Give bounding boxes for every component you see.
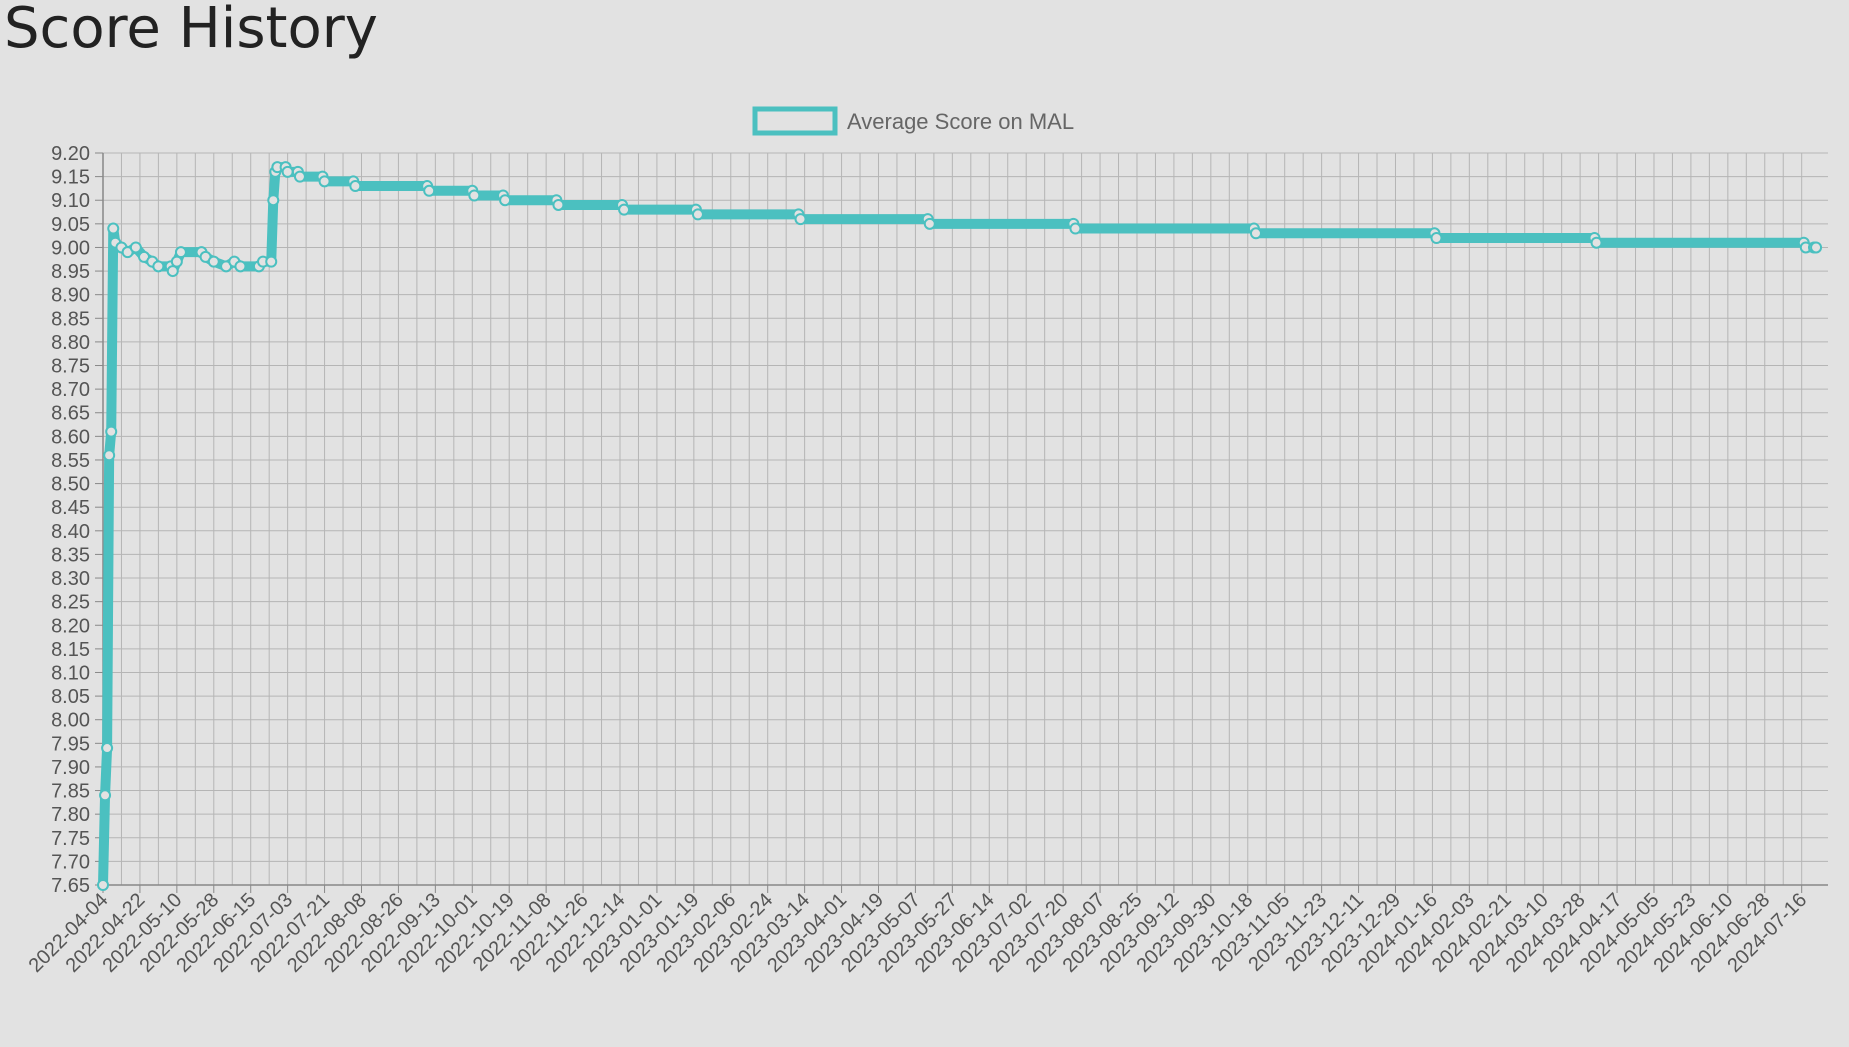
y-tick-label: 8.80 <box>51 332 90 354</box>
data-point[interactable] <box>281 165 294 178</box>
page-title: Score History <box>4 0 378 61</box>
data-point[interactable] <box>1430 232 1443 245</box>
data-point[interactable] <box>618 203 631 216</box>
y-tick-label: 7.70 <box>51 851 90 873</box>
y-tick-label: 9.20 <box>51 143 90 165</box>
y-tick-label: 7.65 <box>51 875 90 897</box>
data-point[interactable] <box>170 255 183 268</box>
y-tick-label: 8.60 <box>51 426 90 448</box>
y-tick-label: 9.10 <box>51 190 90 212</box>
data-point[interactable] <box>468 189 481 202</box>
data-point[interactable] <box>1810 241 1823 254</box>
data-point[interactable] <box>349 180 362 193</box>
y-tick-label: 7.80 <box>51 804 90 826</box>
data-point[interactable] <box>107 222 120 235</box>
y-tick-label: 8.55 <box>51 450 90 472</box>
y-tick-label: 9.00 <box>51 237 90 259</box>
y-tick-label: 8.00 <box>51 710 90 732</box>
legend[interactable]: Average Score on MAL <box>752 106 1074 136</box>
data-point[interactable] <box>691 208 704 221</box>
data-point[interactable] <box>293 170 306 183</box>
data-point[interactable] <box>267 194 280 207</box>
y-tick-label: 8.05 <box>51 686 90 708</box>
y-tick-label: 8.50 <box>51 474 90 496</box>
data-point[interactable] <box>318 175 331 188</box>
y-tick-label: 8.70 <box>51 379 90 401</box>
y-tick-label: 9.15 <box>51 167 90 189</box>
data-point[interactable] <box>552 198 565 211</box>
data-point[interactable] <box>103 449 116 462</box>
x-axis-ticks: 2022-04-042022-04-222022-05-102022-05-28… <box>25 885 1811 977</box>
legend-swatch[interactable] <box>752 106 838 136</box>
y-axis-ticks: 7.657.707.757.807.857.907.958.008.058.10… <box>51 143 103 897</box>
chart-grid <box>102 152 1828 886</box>
y-tick-label: 7.85 <box>51 781 90 803</box>
data-point[interactable] <box>234 260 247 273</box>
data-point[interactable] <box>1069 222 1082 235</box>
y-tick-label: 8.25 <box>51 592 90 614</box>
y-tick-label: 8.20 <box>51 615 90 637</box>
chart-series <box>97 161 1823 891</box>
data-point[interactable] <box>423 184 436 197</box>
y-tick-label: 8.95 <box>51 261 90 283</box>
y-tick-label: 8.85 <box>51 308 90 330</box>
data-point[interactable] <box>1590 236 1603 249</box>
y-tick-label: 7.90 <box>51 757 90 779</box>
data-point[interactable] <box>207 255 220 268</box>
y-tick-label: 8.10 <box>51 662 90 684</box>
data-point[interactable] <box>129 241 142 254</box>
y-tick-label: 8.15 <box>51 639 90 661</box>
y-tick-label: 8.65 <box>51 403 90 425</box>
data-point[interactable] <box>166 265 179 278</box>
data-point[interactable] <box>1249 227 1262 240</box>
data-point[interactable] <box>794 213 807 226</box>
y-tick-label: 8.30 <box>51 568 90 590</box>
data-point[interactable] <box>265 255 278 268</box>
y-tick-label: 8.90 <box>51 285 90 307</box>
y-tick-label: 9.05 <box>51 214 90 236</box>
data-point[interactable] <box>99 789 112 802</box>
data-point[interactable] <box>923 217 936 230</box>
legend-label[interactable]: Average Score on MAL <box>847 109 1074 134</box>
data-point[interactable] <box>101 742 114 755</box>
data-point[interactable] <box>499 194 512 207</box>
series-line <box>98 162 1822 890</box>
y-tick-label: 7.75 <box>51 828 90 850</box>
data-point[interactable] <box>174 246 187 259</box>
y-tick-label: 8.45 <box>51 497 90 519</box>
data-point[interactable] <box>105 425 118 438</box>
data-point[interactable] <box>152 260 165 273</box>
data-point[interactable] <box>97 879 109 891</box>
y-tick-label: 8.75 <box>51 356 90 378</box>
y-tick-label: 8.35 <box>51 544 90 566</box>
y-tick-label: 8.40 <box>51 521 90 543</box>
y-tick-label: 7.95 <box>51 733 90 755</box>
